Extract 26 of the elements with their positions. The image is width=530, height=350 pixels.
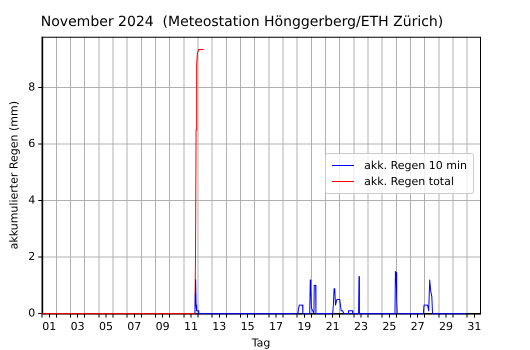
x-tick-label: 27 bbox=[410, 320, 425, 334]
x-tick-label: 05 bbox=[98, 320, 113, 334]
x-tick-label: 13 bbox=[212, 320, 226, 334]
x-axis-title: Tag bbox=[250, 336, 270, 350]
y-tick-label: 0 bbox=[28, 306, 36, 320]
y-tick-label: 8 bbox=[28, 80, 36, 94]
x-tick-label: 21 bbox=[326, 320, 340, 334]
x-tick-label: 01 bbox=[42, 320, 56, 334]
x-tick-label: 03 bbox=[70, 320, 85, 334]
x-tick-label: 23 bbox=[354, 320, 368, 334]
x-tick-label: 17 bbox=[268, 320, 283, 334]
x-tick-label: 07 bbox=[127, 320, 142, 334]
x-tick-label: 15 bbox=[240, 320, 255, 334]
y-tick-label: 4 bbox=[28, 193, 36, 206]
x-tick-label: 09 bbox=[156, 320, 170, 334]
x-tick-label: 25 bbox=[382, 320, 396, 334]
x-tick-label: 31 bbox=[467, 320, 482, 334]
x-tick-label: 29 bbox=[438, 320, 453, 334]
legend-label: akk. Regen total bbox=[364, 175, 454, 188]
x-tick-label: 11 bbox=[184, 320, 198, 334]
legend-label: akk. Regen 10 min bbox=[364, 159, 467, 172]
x-tick-label: 19 bbox=[297, 320, 312, 334]
y-tick-label: 2 bbox=[28, 250, 36, 263]
y-axis-title: akkumulierter Regen (mm) bbox=[7, 100, 20, 250]
y-tick-label: 6 bbox=[28, 136, 36, 150]
chart-title: November 2024 (Meteostation Hönggerberg/ETH Zürich) bbox=[40, 14, 444, 30]
